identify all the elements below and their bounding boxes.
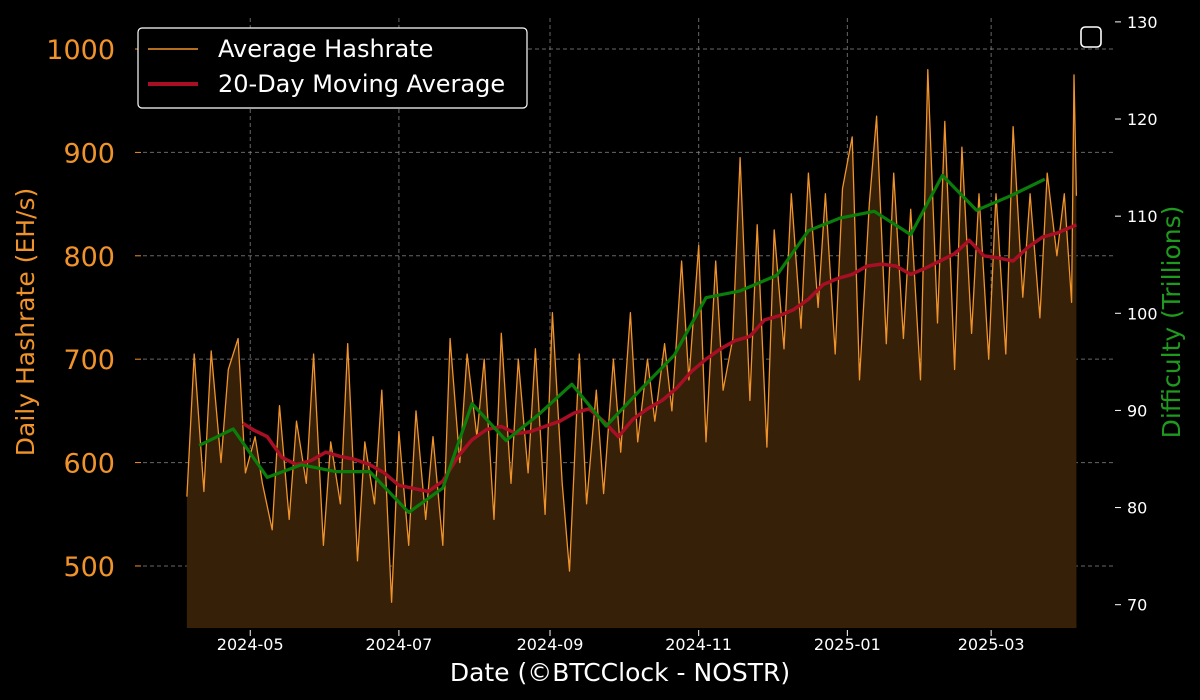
y-left-tick-label: 900 bbox=[63, 138, 115, 169]
y-right-tick-label: 120 bbox=[1127, 110, 1158, 129]
plot-area bbox=[186, 69, 1078, 628]
x-tick-label: 2024-09 bbox=[517, 635, 584, 654]
x-axis-label: Date (©BTCClock - NOSTR) bbox=[450, 658, 790, 687]
legend: Average Hashrate 20-Day Moving Average bbox=[137, 27, 528, 109]
y-right-tick-label: 130 bbox=[1127, 13, 1158, 32]
y-left-tick-label: 800 bbox=[63, 242, 115, 273]
x-tick-label: 2024-07 bbox=[365, 635, 432, 654]
series-line-average-hashrate bbox=[186, 69, 1078, 603]
x-tick-label: 2025-01 bbox=[814, 635, 881, 654]
y-axis-left-label: Daily Hashrate (EH/s) bbox=[11, 188, 40, 456]
checkbox-icon[interactable] bbox=[1080, 26, 1102, 48]
x-tick-label: 2024-05 bbox=[217, 635, 284, 654]
legend-hashrate-label: Average Hashrate bbox=[218, 35, 433, 63]
y-left-tick-label: 600 bbox=[63, 449, 115, 480]
x-tick-label: 2024-11 bbox=[665, 635, 732, 654]
series-line-20-day-moving-average bbox=[241, 223, 1078, 494]
y-left-tick-label: 1000 bbox=[46, 35, 115, 66]
series-line-difficulty bbox=[198, 173, 1046, 514]
y-left-tick-label: 500 bbox=[63, 552, 115, 583]
legend-ma-label: 20-Day Moving Average bbox=[218, 70, 505, 98]
y-right-tick-label: 70 bbox=[1127, 596, 1147, 615]
legend-box bbox=[137, 27, 528, 109]
y-right-tick-label: 100 bbox=[1127, 304, 1158, 323]
y-left-tick-label: 700 bbox=[63, 345, 115, 376]
x-tick-label: 2025-03 bbox=[958, 635, 1025, 654]
y-right-tick-label: 80 bbox=[1127, 499, 1147, 518]
y-axis-right-label: Difficulty (Trillions) bbox=[1157, 206, 1186, 439]
y-right-tick-label: 110 bbox=[1127, 207, 1158, 226]
axes: 500 600 700 800 900 1000 2024-05 2024-07 2024-09… bbox=[46, 13, 1157, 654]
y-right-tick-label: 90 bbox=[1127, 401, 1147, 420]
